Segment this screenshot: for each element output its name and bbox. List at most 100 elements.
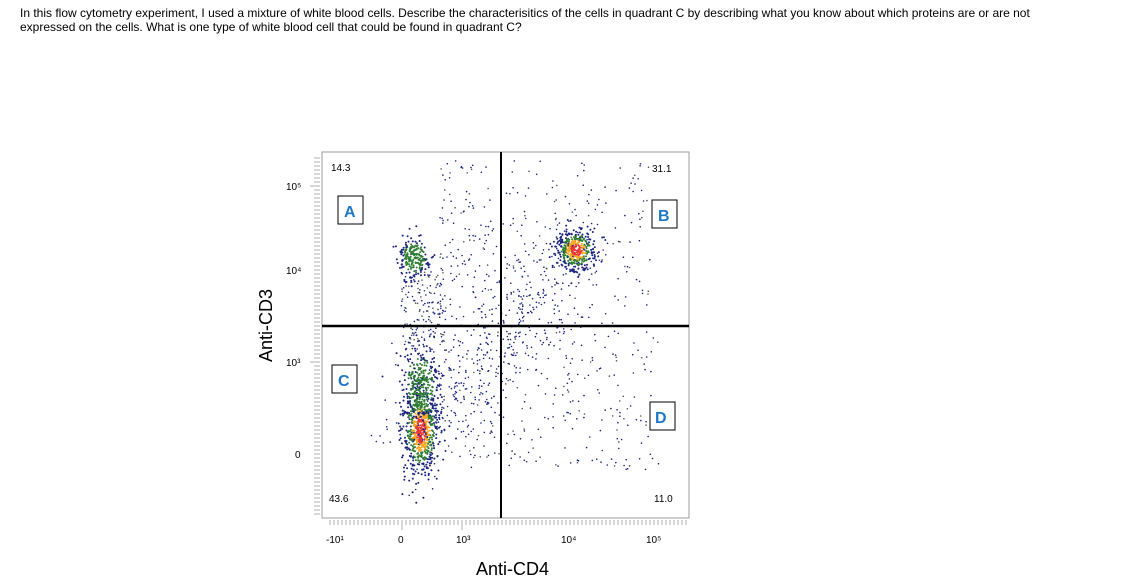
event-dot xyxy=(417,459,420,462)
event-dot xyxy=(564,254,567,257)
event-dot xyxy=(438,418,441,421)
event-dot xyxy=(423,259,426,262)
event-dot xyxy=(652,337,655,339)
event-dot xyxy=(562,328,565,330)
event-dot xyxy=(474,396,477,399)
event-dot xyxy=(562,251,565,253)
event-dot xyxy=(624,296,627,298)
event-dot xyxy=(413,367,416,370)
event-dot xyxy=(404,261,407,264)
event-dot xyxy=(430,370,433,373)
event-dot xyxy=(446,162,449,165)
event-dot xyxy=(531,297,534,300)
event-dot xyxy=(466,274,469,276)
event-dot xyxy=(408,395,411,398)
event-dot xyxy=(484,354,487,356)
event-dot xyxy=(593,240,596,243)
event-dot xyxy=(437,421,440,423)
event-dot xyxy=(423,458,426,461)
event-dot xyxy=(613,465,616,467)
event-dot xyxy=(608,375,611,377)
event-dot xyxy=(423,339,426,342)
event-dot xyxy=(519,308,521,311)
event-dot xyxy=(537,384,540,387)
event-dot xyxy=(480,349,483,351)
event-dot xyxy=(565,250,568,253)
event-dot xyxy=(507,362,510,365)
event-dot xyxy=(495,245,498,248)
event-dot xyxy=(566,256,569,259)
event-dot xyxy=(580,344,583,347)
event-dot xyxy=(429,274,431,277)
event-dot xyxy=(415,380,418,382)
event-dot xyxy=(416,327,419,329)
event-dot xyxy=(414,262,417,265)
event-dot xyxy=(411,332,414,334)
event-dot xyxy=(441,207,444,209)
event-dot xyxy=(422,391,425,394)
event-dot xyxy=(516,352,518,354)
event-dot xyxy=(466,358,468,360)
event-dot xyxy=(540,372,543,375)
event-dot xyxy=(419,405,422,408)
event-dot xyxy=(430,451,433,454)
event-dot xyxy=(416,386,419,389)
event-dot xyxy=(573,307,576,310)
event-dot xyxy=(528,170,530,173)
event-dot xyxy=(578,410,580,412)
event-dot xyxy=(560,318,563,321)
event-dot xyxy=(399,266,401,269)
event-dot xyxy=(401,369,404,372)
event-dot xyxy=(580,239,583,242)
event-dot xyxy=(605,254,607,256)
event-dot xyxy=(438,416,441,419)
event-dot xyxy=(409,428,412,431)
event-dot xyxy=(577,268,579,270)
event-dot xyxy=(417,368,420,371)
event-dot xyxy=(418,461,421,464)
quadrant-b-letter: B xyxy=(658,208,670,225)
event-dot xyxy=(535,332,538,335)
event-dot xyxy=(587,258,590,261)
event-dot xyxy=(554,284,556,286)
event-dot xyxy=(418,411,420,414)
event-dot xyxy=(417,338,419,340)
event-dot xyxy=(509,338,512,341)
event-dot xyxy=(518,321,521,324)
event-dot xyxy=(424,421,427,423)
event-dot xyxy=(478,359,481,361)
event-dot xyxy=(639,415,642,417)
event-dot xyxy=(431,419,434,422)
event-dot xyxy=(435,433,438,436)
event-dot xyxy=(415,273,417,276)
event-dot xyxy=(440,307,442,310)
event-dot xyxy=(484,287,487,290)
event-dot xyxy=(433,458,436,460)
event-dot xyxy=(505,396,507,399)
event-dot xyxy=(438,426,440,429)
event-dot xyxy=(440,384,442,387)
event-dot xyxy=(580,256,583,259)
event-dot xyxy=(508,264,511,266)
event-dot xyxy=(401,300,403,303)
event-dot xyxy=(466,353,468,355)
event-dot xyxy=(427,472,430,475)
event-dot xyxy=(406,443,409,446)
event-dot xyxy=(471,358,473,360)
event-dot xyxy=(457,248,460,251)
event-dot xyxy=(505,192,508,194)
event-dot xyxy=(576,461,579,464)
event-dot xyxy=(479,343,482,346)
event-dot xyxy=(407,240,410,243)
event-dot xyxy=(483,445,485,447)
event-dot xyxy=(504,277,506,279)
event-dot xyxy=(480,422,482,424)
event-dot xyxy=(507,379,510,382)
event-dot xyxy=(563,366,565,369)
event-dot xyxy=(539,436,542,439)
event-dot xyxy=(415,389,418,392)
event-dot xyxy=(412,404,415,407)
event-dot xyxy=(409,405,412,408)
event-dot xyxy=(416,425,419,428)
event-dot xyxy=(618,447,620,450)
